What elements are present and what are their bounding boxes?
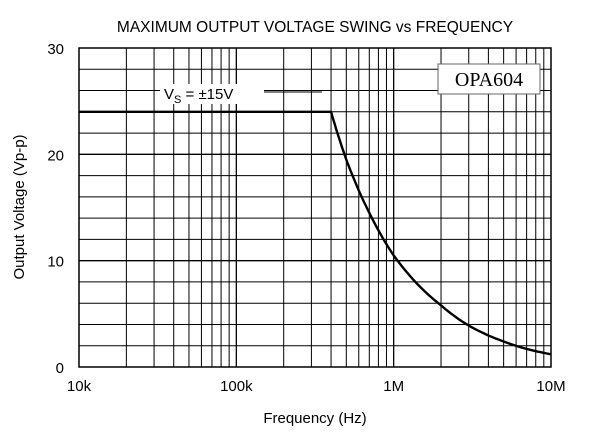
y-tick-label: 30	[47, 41, 64, 58]
y-axis-label: Output Voltage (Vp-p)	[11, 134, 28, 279]
series-line	[79, 110, 552, 356]
grid	[79, 48, 551, 367]
x-axis-label: Frequency (Hz)	[263, 410, 366, 427]
series-group	[79, 110, 552, 356]
chart-title: MAXIMUM OUTPUT VOLTAGE SWING vs FREQUENC…	[117, 19, 513, 36]
y-tick-label: 0	[56, 360, 64, 377]
y-tick-label: 10	[47, 254, 64, 271]
supply-annotation-prefix: V	[164, 86, 174, 103]
part-number-box	[437, 63, 541, 95]
supply-annotation-value: = ±15V	[181, 86, 233, 103]
x-tick-label: 1M	[383, 378, 404, 395]
annotation-background	[160, 84, 264, 104]
x-tick-label: 100k	[220, 378, 253, 395]
plot-frame	[78, 47, 552, 368]
supply-annotation-subscript: S	[174, 94, 181, 106]
part-number-label: OPA604	[455, 69, 523, 91]
supply-annotation: VS = ±15V	[164, 86, 233, 106]
y-tick-label: 20	[47, 147, 64, 164]
x-axis-ticks: 10k 100k 1M 10M	[67, 378, 566, 395]
x-tick-label: 10M	[536, 378, 565, 395]
x-tick-label: 10k	[67, 378, 92, 395]
y-axis-ticks: 0 10 20 30	[47, 41, 64, 377]
